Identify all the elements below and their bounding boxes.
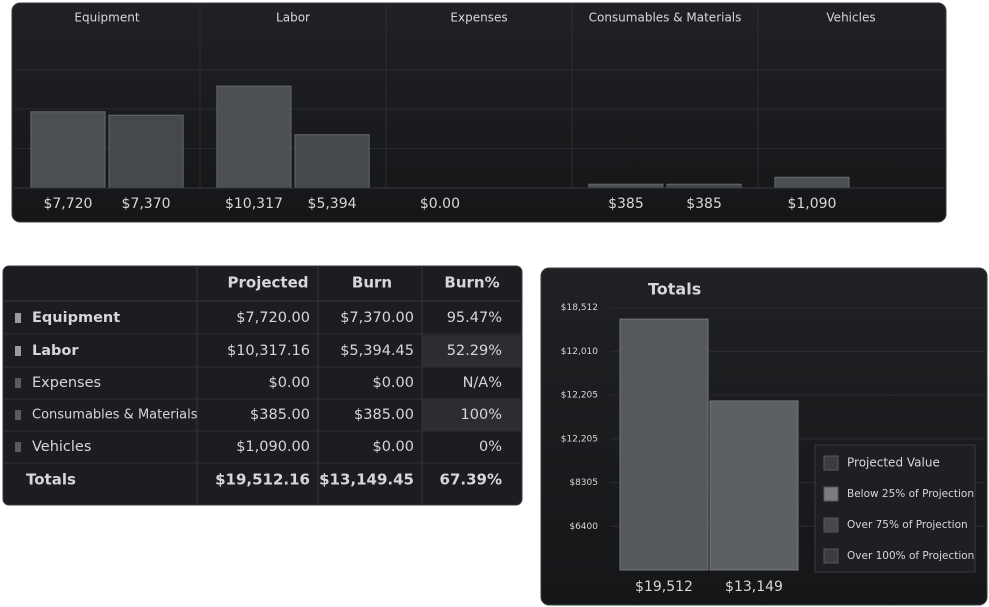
- cell: $385.00: [250, 407, 310, 423]
- cell-highlight: [422, 335, 521, 367]
- bar: [666, 183, 742, 189]
- value-label: $10,317: [225, 196, 283, 212]
- category-label: Vehicles: [826, 11, 875, 25]
- cell: $10,317.16: [227, 343, 310, 359]
- row-icon: [15, 378, 21, 388]
- value-label: $7,370: [122, 196, 171, 212]
- cell: $5,394.45: [340, 343, 414, 359]
- header-cell: Burn%: [444, 274, 499, 292]
- row-icon: [15, 442, 21, 452]
- legend-swatch: [823, 517, 839, 533]
- cell: 100%: [461, 407, 502, 423]
- cell: $7,720.00: [236, 310, 310, 326]
- value-label: $0.00: [420, 196, 460, 212]
- row-label: Labor: [32, 343, 79, 359]
- cell: $0.00: [372, 439, 414, 455]
- legend-label: Over 75% of Projection: [847, 519, 968, 531]
- value-label: $385: [608, 196, 644, 212]
- value-label: $385: [686, 196, 722, 212]
- bar: [709, 400, 799, 571]
- table-panel: [2, 265, 523, 506]
- row-label: Consumables & Materials: [32, 408, 198, 423]
- category-label: Labor: [276, 11, 310, 25]
- cell: $0.00: [268, 375, 310, 391]
- bar: [30, 111, 106, 189]
- bar: [108, 114, 184, 189]
- header-cell: Projected: [228, 274, 309, 292]
- row-icon: [15, 346, 21, 356]
- header-cell: Burn: [352, 274, 392, 292]
- totals-cell: $13,149.45: [319, 471, 414, 489]
- y-tick-label: $12,205: [561, 391, 598, 401]
- cell: $0.00: [372, 375, 414, 391]
- legend-label: Projected Value: [847, 456, 940, 470]
- bar: [619, 318, 709, 571]
- row-label: Vehicles: [32, 439, 91, 455]
- cell: 0%: [479, 439, 502, 455]
- value-label: $5,394: [308, 196, 357, 212]
- row-label: Expenses: [32, 375, 101, 391]
- cell: N/A%: [463, 375, 502, 391]
- value-label: $1,090: [787, 196, 836, 212]
- category-label: Expenses: [450, 11, 507, 25]
- totals-cell: 67.39%: [440, 471, 502, 489]
- row-label: Equipment: [32, 310, 120, 326]
- value-label: $7,720: [43, 196, 92, 212]
- table: [196, 267, 521, 504]
- bar: [588, 183, 664, 189]
- legend-swatch: [823, 455, 839, 471]
- legend-label: Below 25% of Projection: [847, 488, 974, 500]
- row-icon: [15, 410, 21, 420]
- cell: $7,370.00: [340, 310, 414, 326]
- bar: [216, 85, 292, 189]
- legend-box: [814, 444, 976, 573]
- totals-cell: $19,512.16: [215, 471, 310, 489]
- y-tick-label: $6400: [569, 522, 598, 532]
- cell: 52.29%: [447, 343, 502, 359]
- totals-label: Totals: [26, 471, 76, 489]
- category-label: Equipment: [74, 11, 139, 25]
- cell: 95.47%: [447, 310, 502, 326]
- y-tick-label: $12,010: [561, 347, 598, 357]
- cell: $385.00: [354, 407, 414, 423]
- y-tick-label: $12,205: [561, 434, 598, 444]
- y-tick-label: $18,512: [561, 303, 598, 313]
- cell-highlight: [422, 399, 521, 431]
- y-tick-label: $8305: [569, 478, 598, 488]
- chart-title: Totals: [648, 280, 701, 299]
- category-label: Consumables & Materials: [589, 11, 742, 25]
- legend-swatch: [823, 548, 839, 564]
- bar-panel: [11, 2, 947, 223]
- value-label: $13,149: [725, 579, 783, 595]
- legend-swatch: [823, 486, 839, 502]
- value-label: $19,512: [635, 579, 693, 595]
- cell: $1,090.00: [236, 439, 310, 455]
- legend-label: Over 100% of Projection: [847, 550, 974, 562]
- row-icon: [15, 313, 21, 323]
- bar: [294, 134, 370, 189]
- bar: [774, 176, 850, 189]
